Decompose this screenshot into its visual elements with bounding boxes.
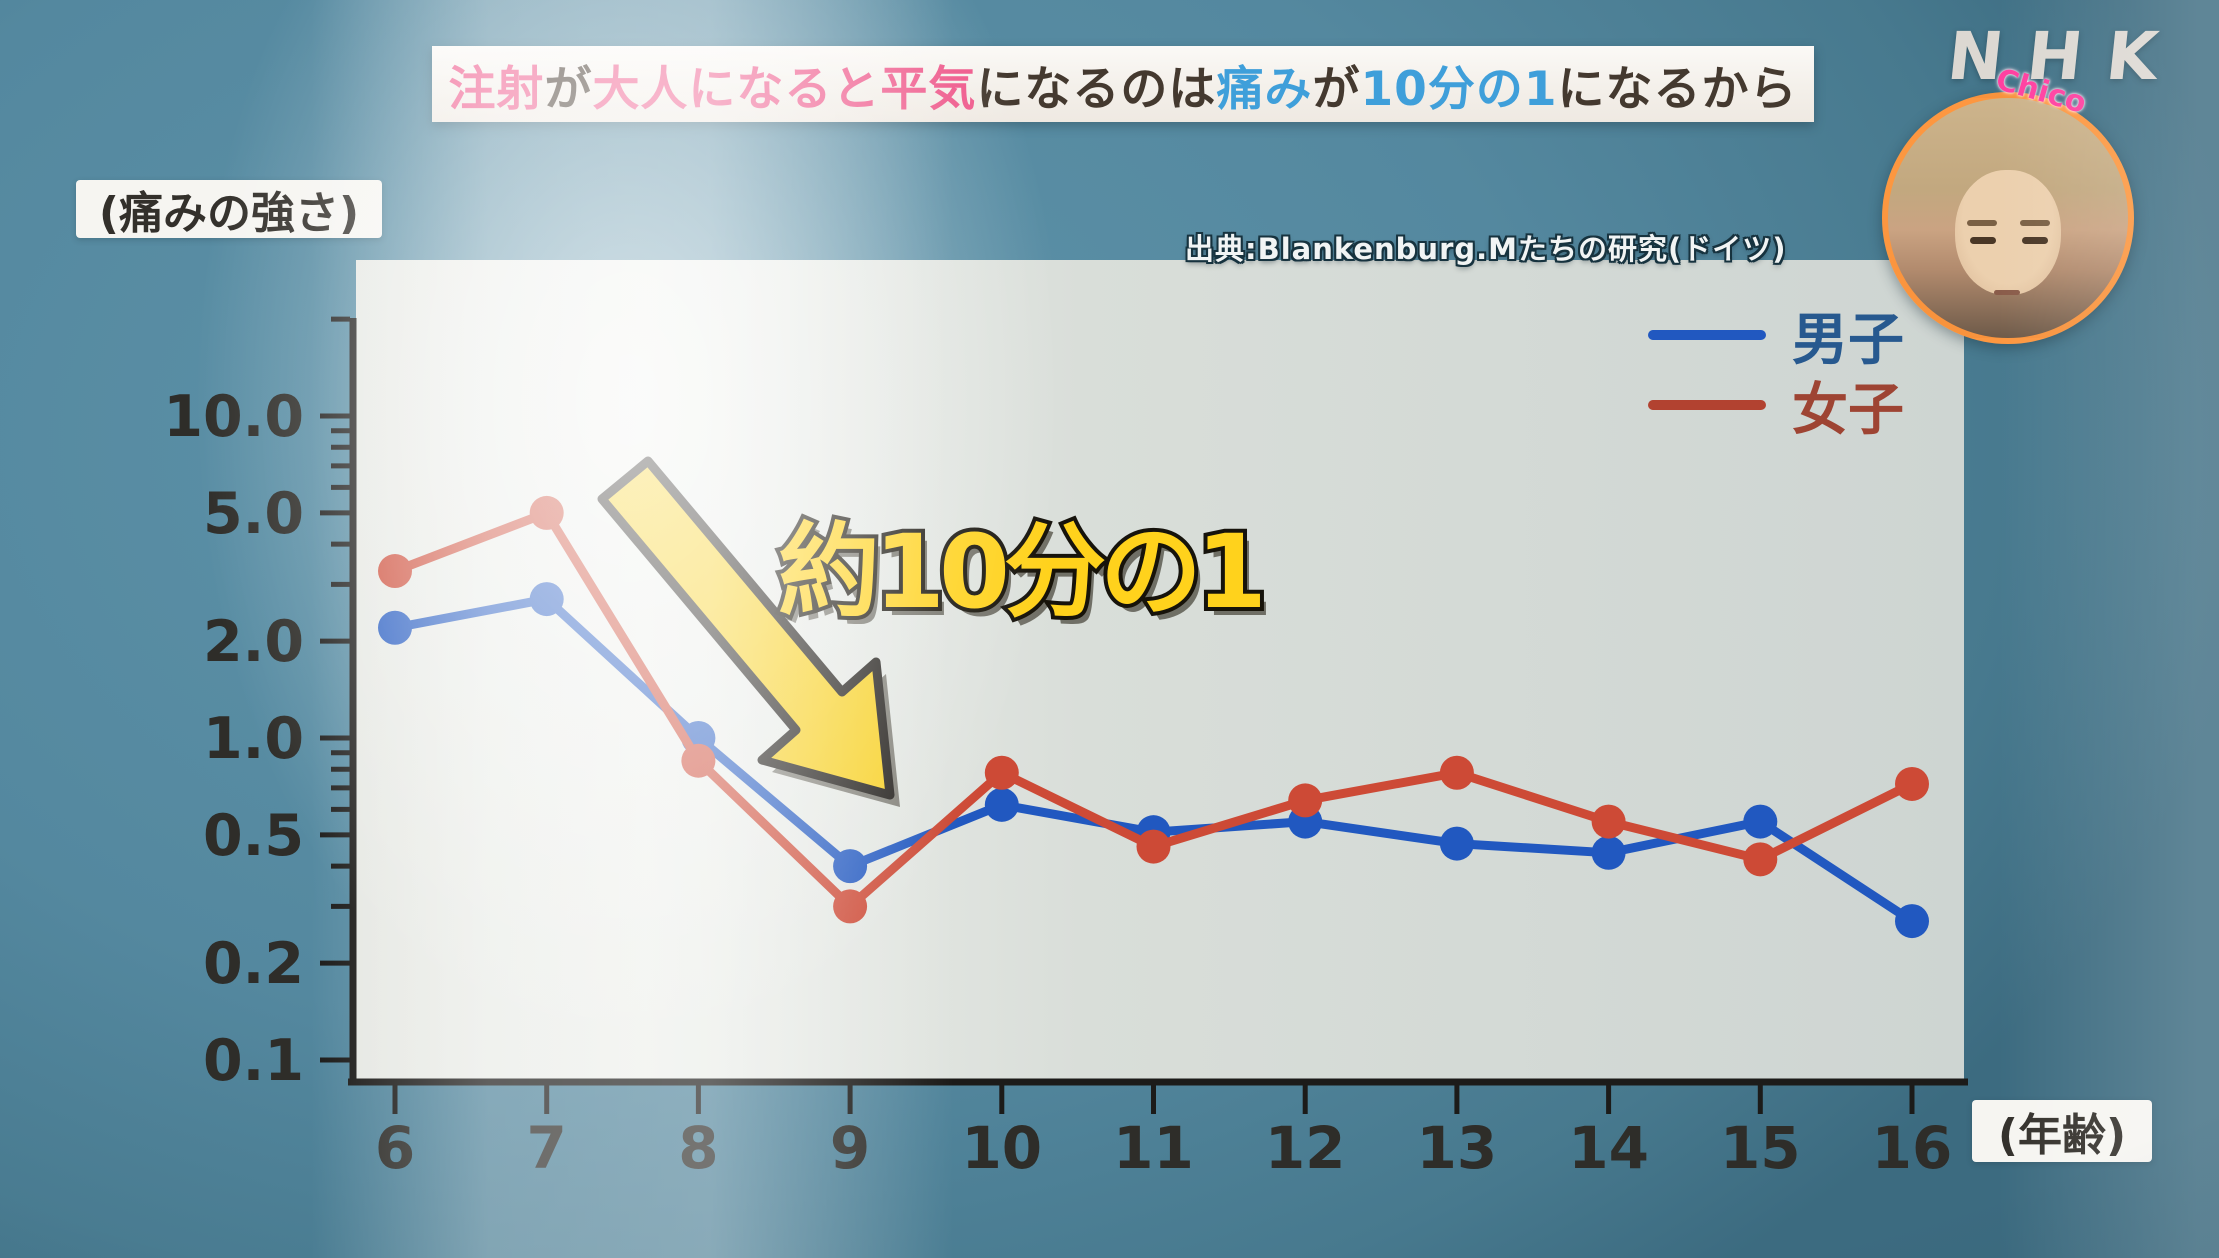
data-point xyxy=(1136,829,1171,864)
headline-segment: 注射 xyxy=(448,61,545,117)
headline-segment: が xyxy=(544,61,593,117)
chart-legend: 男子 女子 xyxy=(1648,300,1904,443)
data-point xyxy=(1743,804,1778,839)
x-axis-unit-label: (年齢) xyxy=(1972,1100,2152,1162)
headline-segment: になるから xyxy=(1557,61,1798,117)
x-tick-label: 15 xyxy=(1720,1114,1801,1182)
y-tick-label: 0.1 xyxy=(203,1028,304,1094)
legend-row-girls: 女子 xyxy=(1648,370,1904,443)
avatar-face xyxy=(1955,170,2061,295)
x-tick-label: 14 xyxy=(1568,1114,1649,1182)
one-tenth-annotation: 約10分の1 xyxy=(774,509,1271,636)
headline-segment: が xyxy=(1312,61,1361,117)
data-point xyxy=(833,849,868,884)
avatar-eye-left xyxy=(1969,237,1996,245)
data-point xyxy=(1743,842,1778,877)
data-point xyxy=(984,755,1019,790)
data-point xyxy=(1591,835,1626,870)
y-tick-label: 5.0 xyxy=(203,481,304,547)
boys-line-swatch xyxy=(1648,330,1766,340)
headline-segment: 痛み xyxy=(1216,61,1313,117)
avatar-eye-right xyxy=(2022,237,2049,245)
girls-line-swatch xyxy=(1648,400,1766,410)
headline-title: 注射が大人になると平気になるのは痛みが10分の1になるから xyxy=(448,50,1797,119)
data-point xyxy=(833,889,868,924)
y-tick-label: 10.0 xyxy=(163,384,304,450)
chico-avatar xyxy=(1882,92,2134,344)
data-point xyxy=(378,610,412,645)
headline-segment: になるのは xyxy=(976,61,1217,117)
data-point xyxy=(1895,904,1929,939)
data-point xyxy=(1439,755,1474,790)
girls-legend-label: 女子 xyxy=(1792,377,1904,443)
data-point xyxy=(378,554,412,589)
x-tick-label: 11 xyxy=(1113,1114,1194,1182)
y-tick-label: 0.5 xyxy=(203,803,304,869)
x-tick-label: 13 xyxy=(1417,1114,1498,1182)
headline-segment: 10分の1 xyxy=(1360,61,1558,117)
data-point xyxy=(529,495,564,530)
data-point xyxy=(529,582,564,617)
headline-segment: 大人になると平気 xyxy=(592,61,977,117)
data-point xyxy=(1439,826,1474,861)
data-point xyxy=(1895,766,1929,801)
y-tick-label: 0.2 xyxy=(203,931,304,997)
avatar-brow-right xyxy=(2020,220,2050,227)
y-tick-label: 1.0 xyxy=(203,706,304,772)
headline-banner: 注射が大人になると平気になるのは痛みが10分の1になるから xyxy=(432,35,1814,133)
y-tick-label: 2.0 xyxy=(203,609,304,675)
avatar-mouth xyxy=(1993,290,2020,295)
x-tick-label: 16 xyxy=(1872,1114,1953,1182)
data-point xyxy=(984,787,1019,822)
source-note: 出典:Blankenburg.Mたちの研究(ドイツ) xyxy=(1185,232,1787,266)
x-tick-label: 9 xyxy=(830,1114,870,1182)
x-tick-label: 7 xyxy=(527,1114,567,1182)
legend-row-boys: 男子 xyxy=(1648,300,1904,373)
y-axis-unit-label: (痛みの強さ) xyxy=(76,180,382,239)
avatar-brow-left xyxy=(1967,220,1998,227)
x-tick-label: 12 xyxy=(1265,1114,1346,1182)
x-tick-label: 8 xyxy=(678,1114,718,1182)
data-point xyxy=(1288,783,1323,818)
data-point xyxy=(1591,804,1626,839)
data-point xyxy=(681,743,716,778)
x-tick-label: 10 xyxy=(961,1114,1042,1182)
x-tick-label: 6 xyxy=(375,1114,415,1182)
